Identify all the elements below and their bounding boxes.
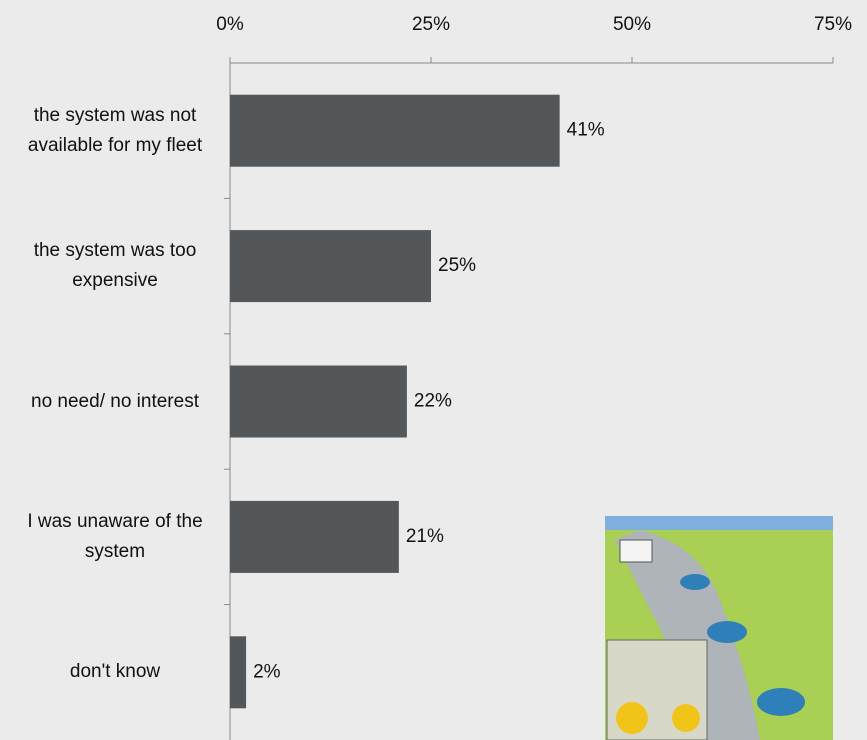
category-label: the system was too expensive xyxy=(33,240,197,292)
value-label: 22% xyxy=(414,391,452,412)
value-label: 2% xyxy=(253,661,281,682)
category-label: don't know xyxy=(69,661,161,683)
value-label: 25% xyxy=(438,255,476,276)
bar xyxy=(230,365,407,438)
bar xyxy=(230,94,560,167)
x-tick-label: 50% xyxy=(613,14,651,35)
x-tick-label: 75% xyxy=(814,14,852,35)
category-label: the system was not available for my flee… xyxy=(27,104,203,156)
category-label: no need/ no interest xyxy=(31,390,199,412)
bar xyxy=(230,500,399,573)
x-tick-label: 0% xyxy=(216,14,244,35)
bar xyxy=(230,230,431,303)
value-label: 41% xyxy=(567,120,605,141)
illustration xyxy=(605,516,833,740)
bar xyxy=(230,636,247,709)
x-tick-label: 25% xyxy=(412,14,450,35)
category-label: I was unaware of the system xyxy=(27,510,203,562)
value-label: 21% xyxy=(406,526,444,547)
